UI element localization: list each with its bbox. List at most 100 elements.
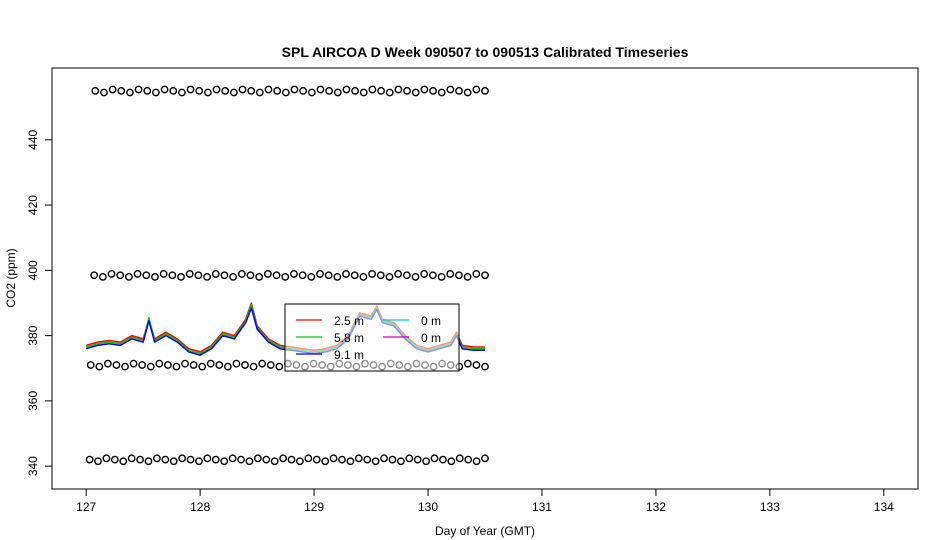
calibration-point xyxy=(94,457,102,466)
calibration-point xyxy=(110,455,119,464)
calibration-point xyxy=(472,361,481,369)
calibration-point xyxy=(246,271,255,280)
calibration-point xyxy=(136,455,144,464)
calibration-point xyxy=(396,457,405,466)
calibration-point xyxy=(129,359,138,368)
calibration-point xyxy=(403,86,411,95)
calibration-point xyxy=(237,455,245,464)
calibration-point xyxy=(463,272,472,281)
calibration-point xyxy=(203,454,212,463)
calibration-point xyxy=(245,457,254,466)
x-tick-label: 134 xyxy=(874,500,894,514)
x-tick-label: 133 xyxy=(760,500,780,514)
calibration-point xyxy=(324,271,333,280)
calibration-point xyxy=(333,272,342,281)
calibration-point xyxy=(312,455,321,464)
calibration-point xyxy=(304,454,313,463)
legend-label: 2.5 m xyxy=(334,314,364,328)
calibration-point xyxy=(86,361,95,369)
calibration-point xyxy=(108,85,117,94)
x-tick-label: 131 xyxy=(532,500,552,514)
calibration-point xyxy=(194,271,203,280)
calibration-point xyxy=(169,86,178,95)
calibration-point xyxy=(119,457,128,466)
calibration-point xyxy=(134,85,143,94)
legend: 2.5 m 5.8 m 9.1 m 0 m 0 m xyxy=(284,303,460,372)
calibration-point xyxy=(203,88,212,97)
calibration-point xyxy=(368,85,377,94)
calibration-point xyxy=(411,272,420,281)
calibration-point xyxy=(212,85,221,94)
calibration-point xyxy=(144,457,153,466)
calibration-point xyxy=(385,272,394,281)
calibration-point xyxy=(388,455,397,464)
calibration-point xyxy=(90,271,99,280)
calibration-point xyxy=(229,88,238,97)
calibration-point xyxy=(103,359,112,368)
calibration-point xyxy=(385,88,394,97)
calibration-point xyxy=(481,362,489,371)
calibration-point xyxy=(258,359,267,368)
calibration-point xyxy=(116,271,125,280)
calibration-point xyxy=(472,85,481,94)
calibration-point xyxy=(455,86,463,95)
calibration-point xyxy=(112,361,121,369)
y-tick-label: 400 xyxy=(26,260,40,280)
calibration-point xyxy=(142,271,151,280)
y-tick-label: 340 xyxy=(26,456,40,476)
calibration-point xyxy=(405,454,414,463)
calibration-point xyxy=(354,454,363,463)
calibration-point xyxy=(363,455,372,464)
calibration-point xyxy=(249,362,258,371)
chart-title: SPL AIRCOA D Week 090507 to 090513 Calib… xyxy=(282,44,689,60)
calibration-point xyxy=(195,86,204,95)
calibration-point xyxy=(189,361,198,369)
calibration-point xyxy=(371,457,380,466)
calibration-point xyxy=(221,86,230,95)
x-tick-label: 128 xyxy=(190,500,210,514)
calibration-point xyxy=(287,455,296,464)
calibration-point xyxy=(290,85,299,94)
calibration-point xyxy=(198,362,207,371)
calibration-point xyxy=(346,457,355,466)
calibration-point xyxy=(203,272,211,281)
calibration-point xyxy=(307,272,316,281)
calibration-point xyxy=(168,271,177,280)
calibration-point xyxy=(238,85,247,94)
calibration-point xyxy=(186,455,195,464)
calibration-point xyxy=(220,457,229,466)
calibration-point xyxy=(472,270,481,278)
calibration-point xyxy=(159,270,168,278)
calibration-point xyxy=(186,85,195,94)
calibration-point xyxy=(299,86,308,95)
calibration-point xyxy=(255,272,264,281)
calibration-point xyxy=(237,270,246,278)
calibration-point xyxy=(290,270,298,278)
calibration-point xyxy=(298,271,307,280)
calibration-point xyxy=(211,455,220,464)
calibration-point xyxy=(279,454,287,463)
calibration-point xyxy=(394,270,403,278)
y-tick-label: 420 xyxy=(26,195,40,215)
calibration-point xyxy=(160,85,169,94)
calibration-point xyxy=(428,271,437,280)
calibration-point xyxy=(325,86,334,95)
calibration-point xyxy=(481,454,489,463)
calibration-point xyxy=(481,86,489,95)
calibration-point xyxy=(127,454,136,463)
calibration-point xyxy=(359,272,368,281)
calibration-point xyxy=(143,86,152,95)
calibration-point xyxy=(455,454,464,463)
calibration-point xyxy=(394,85,403,94)
calibration-point xyxy=(117,86,126,95)
calibration-point xyxy=(359,88,368,97)
calibration-point xyxy=(229,272,238,281)
calibration-point xyxy=(126,88,134,97)
calibration-point xyxy=(195,457,203,466)
y-tick-label: 440 xyxy=(26,129,40,149)
calibration-point xyxy=(420,85,429,94)
calibration-point xyxy=(272,271,281,280)
calibration-point xyxy=(125,272,133,281)
x-axis-title: Day of Year (GMT) xyxy=(435,524,535,538)
calibration-point xyxy=(95,362,104,371)
